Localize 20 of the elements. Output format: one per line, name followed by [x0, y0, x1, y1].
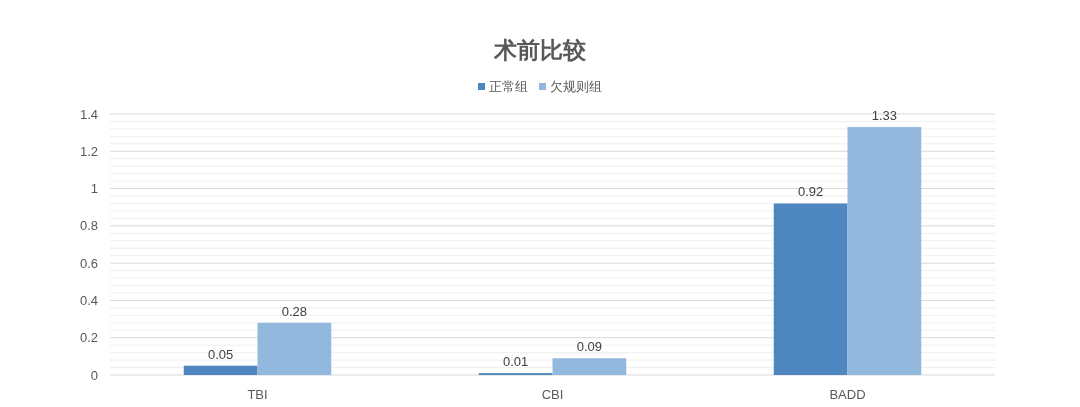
y-tick-label: 1 [90, 181, 98, 197]
data-label: 0.01 [502, 354, 529, 370]
data-label: 0.09 [576, 339, 603, 355]
legend-label: 正常组 [489, 79, 528, 94]
data-label: 0.92 [797, 184, 824, 200]
y-tick-label: 1.2 [79, 143, 98, 159]
x-tick-label: CBI [541, 387, 564, 402]
x-tick-label: TBI [247, 387, 268, 402]
y-tick-label: 0.2 [79, 330, 98, 346]
data-label: 0.28 [281, 303, 308, 319]
data-label: 0.05 [207, 346, 234, 362]
y-tick-label: 0.4 [79, 292, 98, 308]
y-tick-label: 0.8 [79, 218, 98, 234]
x-tick-label: BADD [829, 387, 866, 402]
data-label: 1.33 [871, 108, 898, 124]
y-tick-label: 0.6 [79, 255, 98, 271]
legend-label: 欠规则组 [550, 79, 602, 94]
y-tick-label: 1.4 [79, 106, 98, 122]
title: 术前比较 [494, 37, 586, 63]
y-tick-label: 0 [90, 367, 98, 383]
